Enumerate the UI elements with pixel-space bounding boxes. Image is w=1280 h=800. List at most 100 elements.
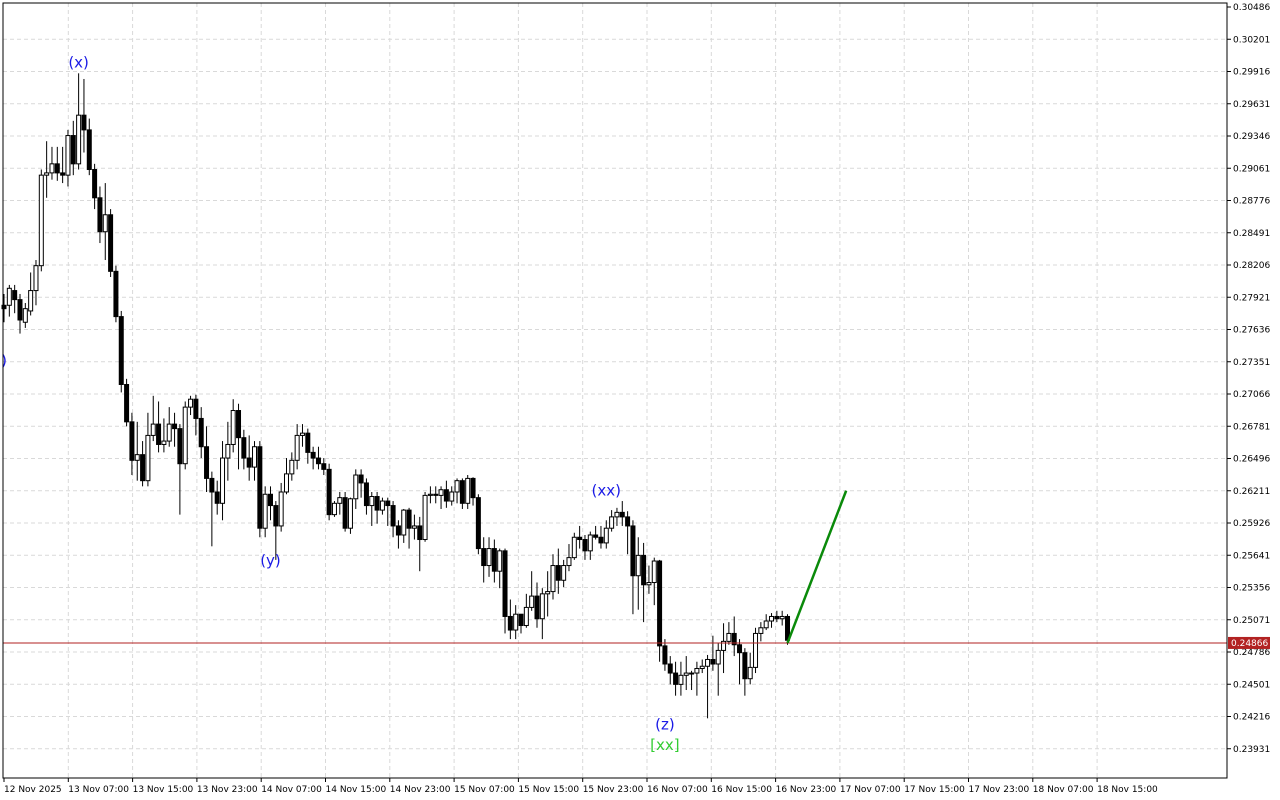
bear-candle-body [534,595,540,620]
y-tick-label: 0.27636 [1233,326,1270,336]
candle [721,623,727,674]
y-tick-label: 0.23931 [1233,745,1270,755]
candles [1,73,791,719]
bull-candle-body [523,606,529,627]
candle [70,120,76,176]
grid [3,3,1227,778]
candle [12,284,18,314]
candle [630,520,636,615]
y-tick-label: 0.25356 [1233,584,1270,594]
candle [262,486,268,538]
candle [689,670,695,691]
wave-labels: (x)) (y) (xx) (z) [xx] [1,54,680,754]
bear-candle-body [443,489,449,502]
bull-candle-body [726,632,732,642]
bear-candle-body [156,423,162,445]
candle [571,532,577,560]
candle [156,401,162,453]
candle [379,497,385,515]
candle [635,537,641,610]
bull-candle-body [449,491,455,502]
bull-candle-body [411,525,417,529]
bull-candle-body [145,434,151,482]
candle [363,478,369,515]
bull-candle-body [76,114,82,165]
bull-candle-body [22,308,28,323]
bear-candle-body [667,663,673,674]
candle [422,491,428,542]
bear-candle-body [17,299,23,321]
candle [769,613,775,628]
bull-candle-body [33,265,39,292]
bull-candle-body [705,658,711,667]
candle [443,480,449,508]
bear-candle-body [118,316,124,385]
candle [17,293,23,334]
x-tick-label: 12 Nov 2025 [4,785,62,795]
candle [715,642,721,696]
candle [625,511,631,555]
bear-candle-body [470,477,476,499]
candle [667,656,673,685]
y-tick-label: 0.27066 [1233,390,1270,400]
candle [337,491,343,515]
bull-candle-body [715,649,721,665]
candle [294,424,300,470]
bear-candle-body [86,129,92,170]
bear-candle-body [129,421,135,461]
bear-candle-body [305,432,311,453]
y-tick-label: 0.26211 [1233,487,1270,497]
y-tick-label: 0.29061 [1233,164,1270,174]
candle [513,605,519,640]
y-tick-label: 0.24501 [1233,680,1270,690]
candle [427,486,433,504]
x-tick-label: 14 Nov 15:00 [326,785,387,795]
candle [81,78,87,153]
bull-candle-body [44,172,50,176]
bear-candle-body [108,214,114,272]
candle [204,426,210,492]
bull-candle-body [278,491,284,527]
candle [587,531,593,560]
candle [433,486,439,504]
bear-candle-body [257,446,263,529]
bull-candle-body [486,548,492,567]
bear-candle-body [124,383,130,423]
candle [65,129,71,187]
bull-candle-body [758,627,764,634]
candle [651,557,657,606]
bear-candle-body [459,480,465,504]
bull-candle-body [6,287,12,306]
y-tick-label: 0.30201 [1233,35,1270,45]
candle [459,478,465,509]
bull-candle-body [529,595,535,608]
candle [395,520,401,549]
candle [609,510,615,532]
bull-candle-body [454,480,460,493]
candle [102,183,108,261]
bear-candle-body [140,454,146,482]
bear-candle-body [236,410,242,439]
y-tick-label: 0.29916 [1233,68,1270,78]
bull-candle-body [331,502,337,516]
candle [545,571,551,617]
candle [678,661,684,696]
bull-candle-body [289,459,295,475]
bear-candle-body [641,554,647,586]
bull-candle-body [353,474,359,500]
candle [737,639,743,685]
bear-candle-body [204,446,210,479]
candle [299,424,305,447]
candle [385,497,391,526]
x-tick-label: 17 Nov 23:00 [969,785,1030,795]
candle [699,659,705,674]
bull-candle-body [513,613,519,631]
bull-candle-body [753,632,759,668]
bear-candle-body [177,428,183,465]
current-price-label: 0.24866 [1231,639,1268,649]
x-tick-label: 14 Nov 07:00 [261,785,322,795]
overlays [3,490,1227,644]
bull-candle-body [38,174,44,267]
candle [747,652,753,685]
candle [683,656,689,691]
